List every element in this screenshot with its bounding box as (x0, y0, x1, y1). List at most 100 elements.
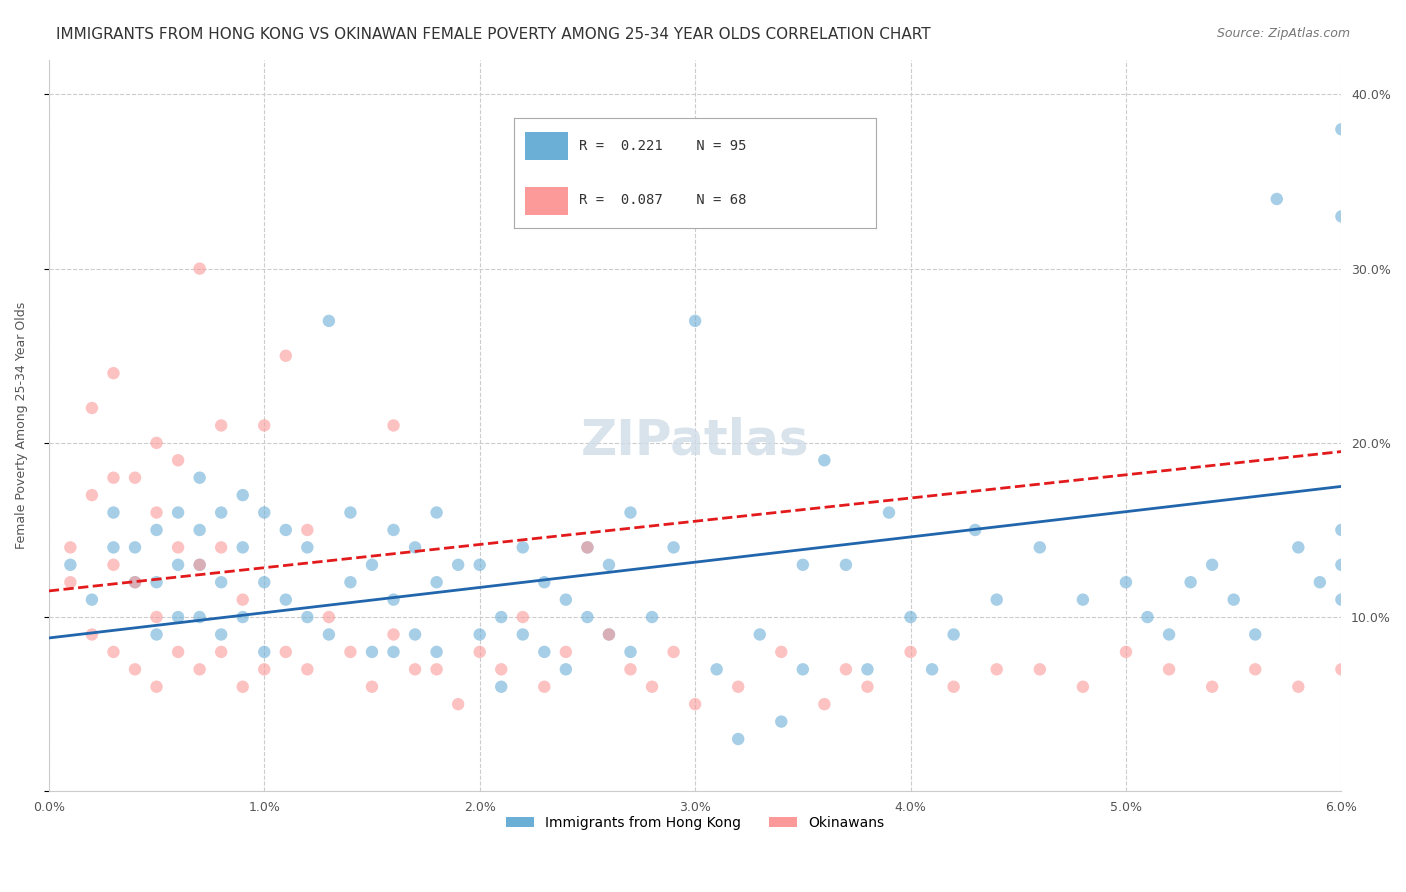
Point (232, 680, 254, 694)
Point (59, 541, 82, 555)
Point (167, 541, 190, 555)
Point (856, 680, 879, 694)
Point (468, 627, 491, 641)
Point (489, 662, 512, 676)
Point (339, 645, 361, 659)
Point (253, 506, 276, 520)
Point (1244, 662, 1267, 676)
Point (426, 506, 449, 520)
Point (103, 645, 125, 659)
Point (167, 453, 190, 467)
Point (361, 558, 384, 572)
Point (813, 697, 835, 711)
Point (209, 575, 232, 590)
Point (512, 610, 534, 624)
Point (297, 610, 319, 624)
Point (1330, 122, 1353, 136)
Point (900, 610, 922, 624)
Point (124, 541, 146, 555)
Point (145, 680, 167, 694)
Point (1136, 610, 1159, 624)
Point (512, 541, 534, 555)
Point (727, 680, 749, 694)
Point (404, 662, 426, 676)
Point (145, 523, 167, 537)
Point (103, 558, 125, 572)
Point (641, 680, 664, 694)
Point (1180, 575, 1202, 590)
Point (598, 558, 620, 572)
Point (533, 645, 555, 659)
Point (662, 645, 685, 659)
Point (942, 680, 965, 694)
Point (986, 662, 1008, 676)
Point (748, 627, 770, 641)
Point (318, 610, 340, 624)
Point (382, 523, 405, 537)
Point (1157, 627, 1180, 641)
Point (1265, 192, 1288, 206)
Point (253, 662, 276, 676)
Point (188, 261, 211, 276)
Point (297, 662, 319, 676)
Point (727, 731, 749, 746)
Point (447, 697, 470, 711)
Point (253, 418, 276, 433)
Point (209, 418, 232, 433)
Point (468, 558, 491, 572)
Point (641, 610, 664, 624)
Point (1071, 680, 1094, 694)
Point (619, 662, 641, 676)
Point (167, 558, 190, 572)
Point (489, 610, 512, 624)
Point (232, 541, 254, 555)
Point (835, 662, 858, 676)
Point (80, 401, 103, 415)
Point (1201, 558, 1223, 572)
Point (297, 541, 319, 555)
Point (706, 662, 728, 676)
Point (253, 575, 276, 590)
Point (856, 662, 879, 676)
Point (124, 575, 146, 590)
Point (1330, 210, 1353, 224)
Point (361, 680, 384, 694)
Point (877, 506, 900, 520)
Point (103, 366, 125, 380)
Point (339, 506, 361, 520)
Point (1330, 592, 1353, 607)
Point (209, 645, 232, 659)
Point (426, 575, 449, 590)
Point (770, 645, 793, 659)
Point (124, 471, 146, 485)
Point (1157, 662, 1180, 676)
Point (813, 453, 835, 467)
Point (554, 645, 576, 659)
Point (404, 627, 426, 641)
Point (103, 471, 125, 485)
Point (576, 610, 599, 624)
Point (921, 662, 943, 676)
Point (1115, 645, 1137, 659)
Point (468, 645, 491, 659)
Point (209, 541, 232, 555)
Point (1029, 662, 1052, 676)
Point (1330, 662, 1353, 676)
Point (835, 558, 858, 572)
Point (361, 645, 384, 659)
Y-axis label: Female Poverty Among 25-34 Year Olds: Female Poverty Among 25-34 Year Olds (15, 301, 28, 549)
Point (167, 645, 190, 659)
Point (512, 627, 534, 641)
Point (489, 680, 512, 694)
Point (80, 627, 103, 641)
Point (167, 506, 190, 520)
Point (232, 488, 254, 502)
Point (1286, 680, 1309, 694)
Point (382, 645, 405, 659)
Point (1029, 541, 1052, 555)
Point (274, 645, 297, 659)
Point (145, 610, 167, 624)
Legend: Immigrants from Hong Kong, Okinawans: Immigrants from Hong Kong, Okinawans (501, 811, 890, 836)
Point (297, 523, 319, 537)
Point (1309, 575, 1331, 590)
